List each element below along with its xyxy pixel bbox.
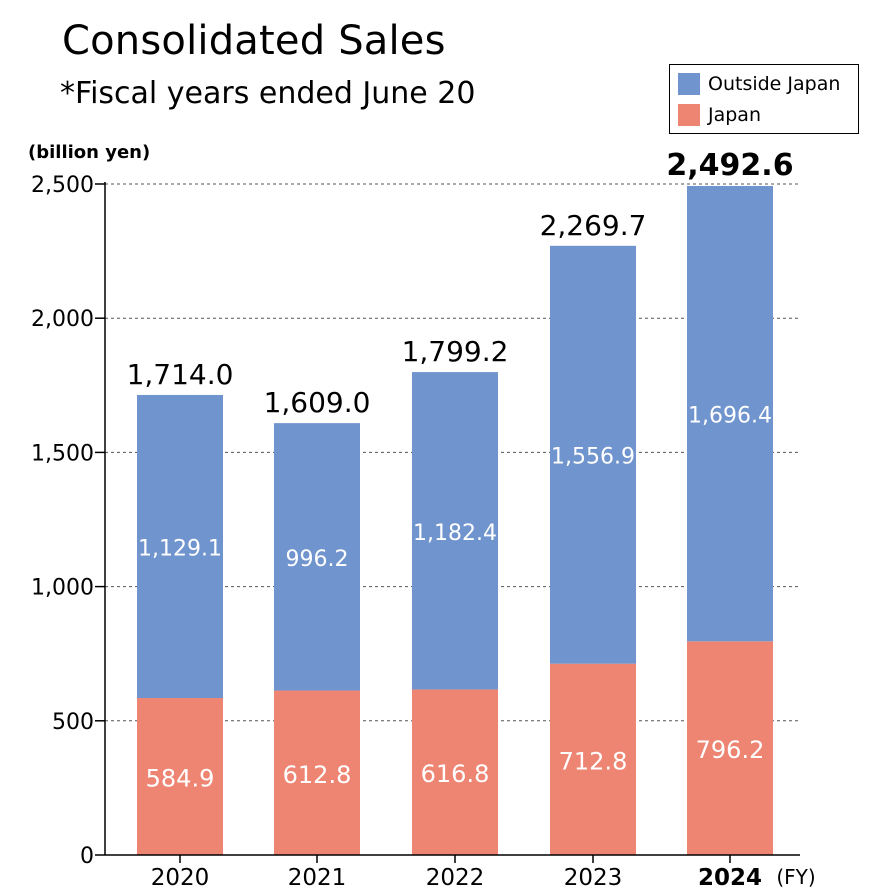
- legend-label-outside-japan: Outside Japan: [708, 73, 841, 95]
- data-label-japan-2024: 796.2: [696, 736, 765, 764]
- total-label-2021: 1,609.0: [264, 386, 371, 419]
- legend-item-japan: Japan: [678, 104, 761, 126]
- bar-japan-2023: [550, 663, 636, 855]
- x-tick-label-2024: 2024: [698, 865, 762, 891]
- data-label-japan-2021: 612.8: [283, 761, 352, 789]
- bar-outside-japan-2024: [687, 185, 773, 642]
- bar-outside-japan-2020: [137, 394, 223, 699]
- y-tick-label: 1,000: [31, 576, 94, 601]
- data-label-outside-japan-2021: 996.2: [286, 547, 349, 572]
- bar-outside-japan-2022: [412, 372, 498, 690]
- y-tick-label: 1,500: [31, 441, 94, 466]
- data-label-outside-japan-2023: 1,556.9: [551, 445, 635, 470]
- bar-japan-2021: [274, 690, 360, 855]
- x-tick-label-2023: 2023: [564, 865, 623, 891]
- y-tick-label: 2,000: [31, 307, 94, 332]
- bar-outside-japan-2021: [274, 423, 360, 691]
- data-label-outside-japan-2024: 1,696.4: [688, 404, 772, 429]
- y-tick-label: 2,500: [31, 173, 94, 198]
- x-tick-label-2020: 2020: [151, 865, 210, 891]
- legend-swatch-outside-japan: [678, 73, 700, 95]
- legend: Outside Japan Japan: [669, 64, 859, 134]
- legend-label-japan: Japan: [708, 104, 761, 126]
- data-label-japan-2022: 616.8: [421, 760, 490, 788]
- bar-outside-japan-2023: [550, 245, 636, 664]
- chart-title: Consolidated Sales: [62, 18, 446, 64]
- data-label-outside-japan-2020: 1,129.1: [138, 536, 222, 561]
- total-label-2023: 2,269.7: [540, 209, 647, 242]
- y-tick-label: 0: [80, 844, 94, 869]
- bar-japan-2022: [412, 689, 498, 855]
- data-label-japan-2023: 712.8: [559, 747, 628, 775]
- data-label-outside-japan-2022: 1,182.4: [413, 521, 497, 546]
- legend-item-outside-japan: Outside Japan: [678, 73, 840, 95]
- x-tick-label-2021: 2021: [288, 865, 347, 891]
- total-label-2022: 1,799.2: [402, 335, 509, 368]
- chart-subtitle: *Fiscal years ended June 20: [60, 76, 476, 111]
- y-axis-unit-label: (billion yen): [28, 142, 151, 163]
- legend-swatch-japan: [678, 104, 700, 126]
- data-label-japan-2020: 584.9: [146, 765, 215, 793]
- bar-japan-2024: [687, 641, 773, 855]
- total-label-2024: 2,492.6: [666, 148, 793, 183]
- x-axis-unit-label: (FY): [776, 865, 815, 889]
- y-tick-label: 500: [52, 710, 94, 735]
- bar-japan-2020: [137, 698, 223, 855]
- x-tick-label-2022: 2022: [426, 865, 485, 891]
- total-label-2020: 1,714.0: [127, 358, 234, 391]
